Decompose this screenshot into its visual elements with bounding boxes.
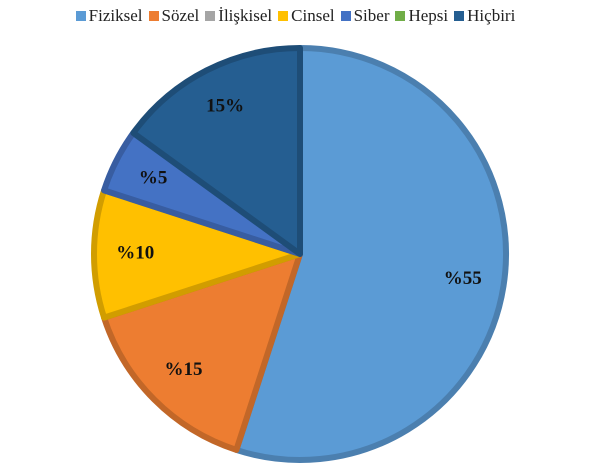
legend-item: Siber: [340, 6, 390, 26]
legend-swatch: [395, 11, 406, 21]
data-label: %15: [164, 359, 202, 380]
legend-item: Cinsel: [278, 6, 335, 26]
legend-label: Fiziksel: [88, 6, 143, 25]
legend-label: Hepsi: [408, 6, 449, 25]
legend-label: Siber: [353, 6, 390, 25]
legend-item: İlişkisel: [205, 6, 272, 26]
legend-swatch: [278, 11, 289, 21]
legend-swatch: [340, 11, 351, 21]
legend: Fiziksel Sözel İlişkisel Cinsel Siber Hepsi Hi…: [0, 6, 591, 26]
pie-slice: [233, 45, 509, 463]
legend-label: Hiçbiri: [467, 6, 516, 25]
data-label: %10: [116, 242, 154, 263]
data-label: %55: [444, 268, 482, 289]
legend-swatch: [75, 11, 86, 21]
legend-swatch: [148, 11, 159, 21]
legend-label: İlişkisel: [218, 6, 273, 25]
legend-item: Fiziksel: [75, 6, 143, 26]
legend-item: Sözel: [148, 6, 200, 26]
data-label: %5: [139, 168, 168, 189]
data-label: 15%: [206, 96, 244, 117]
legend-swatch: [454, 11, 465, 21]
pie-slice: [130, 45, 303, 257]
legend-label: Sözel: [161, 6, 200, 25]
legend-label: Cinsel: [291, 6, 335, 25]
pie-slice: [91, 187, 303, 321]
legend-item: Hiçbiri: [454, 6, 515, 26]
legend-item: Hepsi: [395, 6, 448, 26]
legend-swatch: [205, 11, 216, 21]
